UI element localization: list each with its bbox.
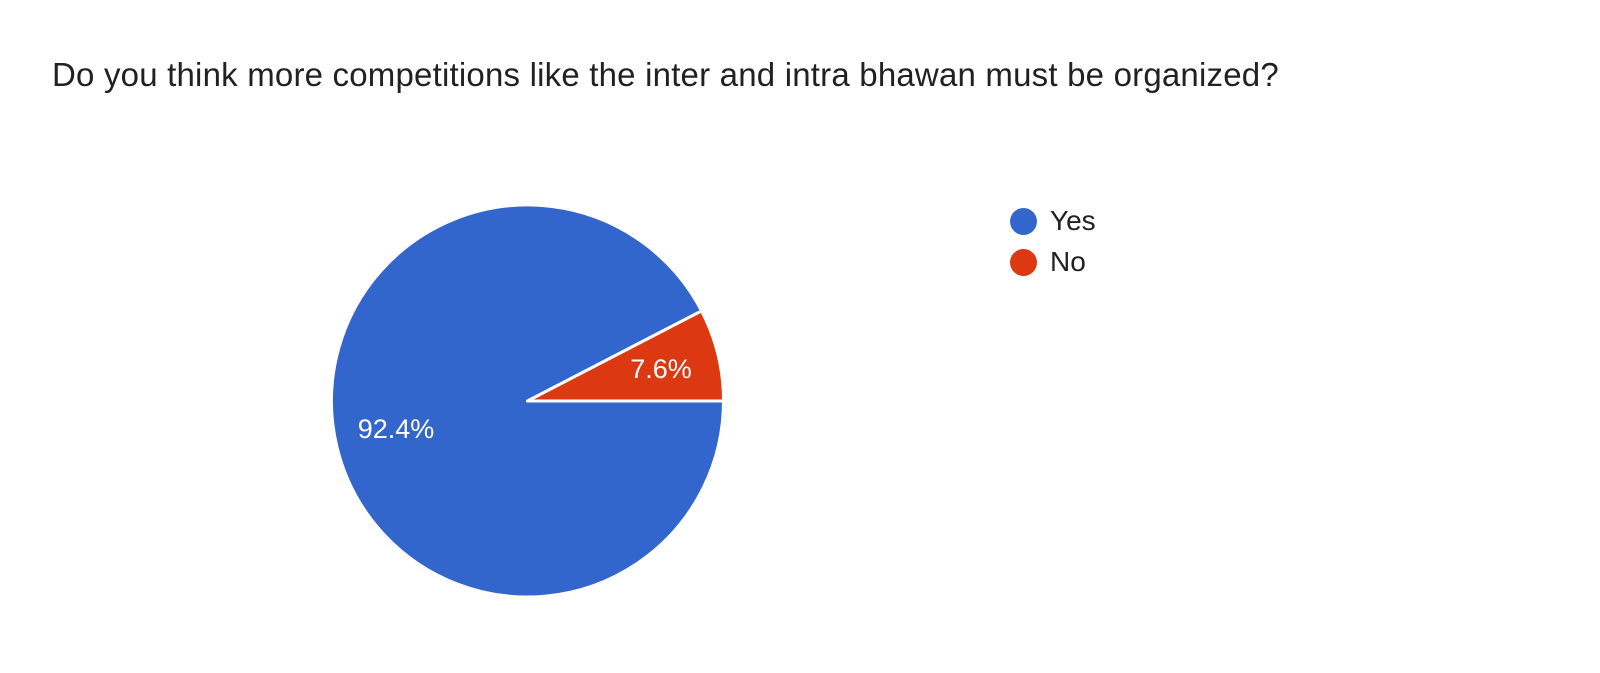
pie-slice-no[interactable] <box>526 309 725 403</box>
pie-slice-label-yes: 92.4% <box>358 414 435 444</box>
legend-swatch-yes-icon <box>1010 207 1037 235</box>
question-title: Do you think more competitions like the … <box>52 56 1279 93</box>
legend: Yes No <box>1010 207 1096 276</box>
pie-chart-svg: 92.4% 7.6% <box>330 203 725 599</box>
legend-label-yes: Yes <box>1050 205 1096 236</box>
pie-slice-label-no: 7.6% <box>630 354 692 384</box>
pie-chart: 92.4% 7.6% <box>307 181 748 622</box>
legend-item-yes[interactable]: Yes <box>1010 207 1096 235</box>
legend-swatch-no-icon <box>1010 248 1037 276</box>
legend-item-no[interactable]: No <box>1010 248 1096 276</box>
legend-label-no: No <box>1050 246 1086 277</box>
